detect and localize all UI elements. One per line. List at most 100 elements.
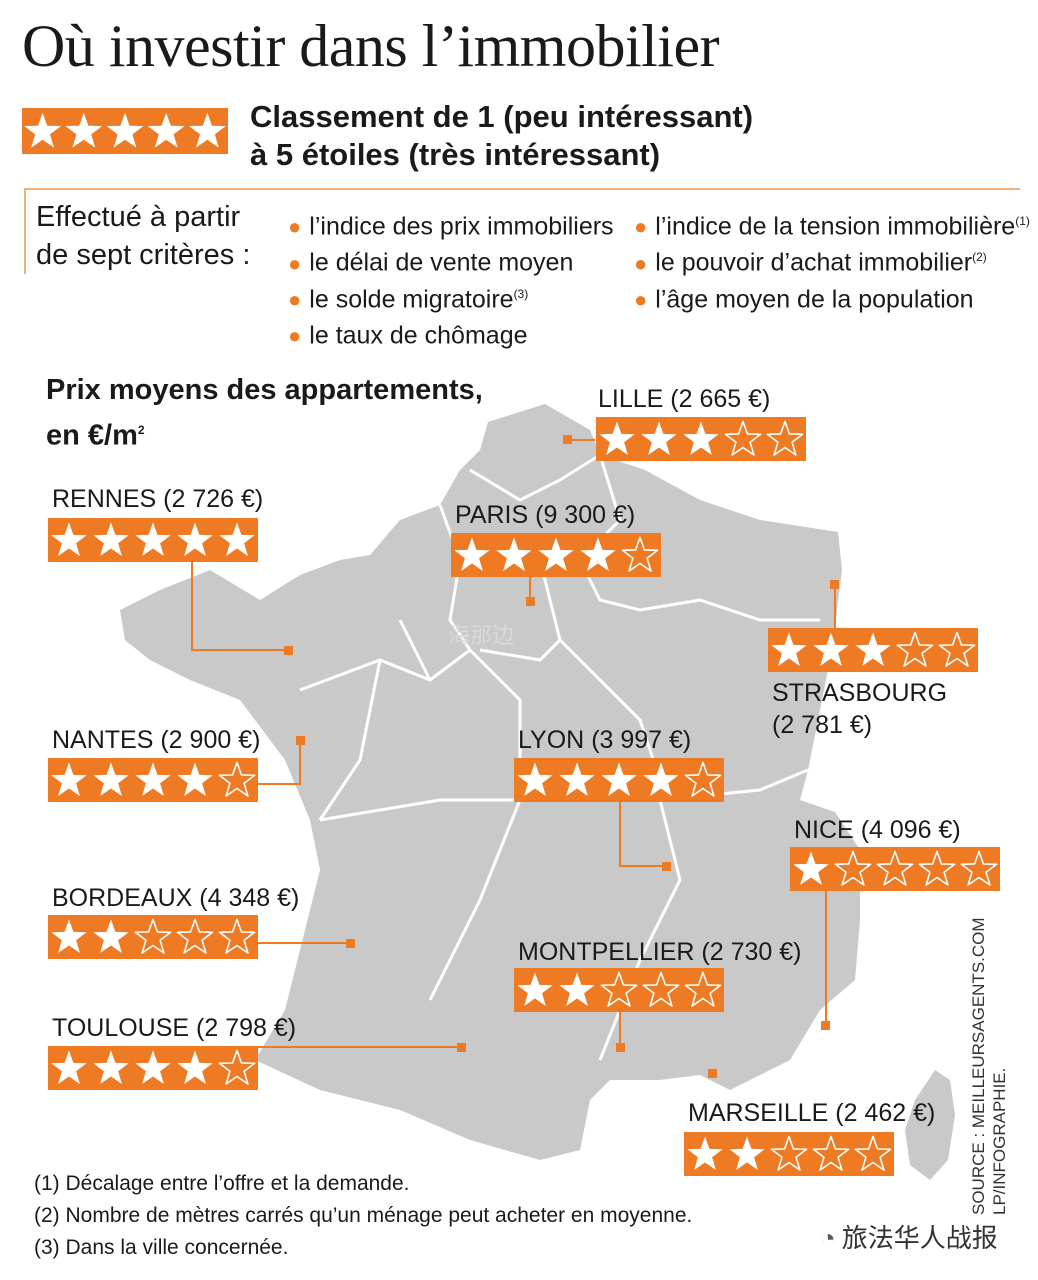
city-label-lyon: LYON (3 997 €) — [518, 726, 692, 754]
wechat-watermark: ◔ 旅法华人战报 — [820, 1223, 998, 1253]
marker-lyon — [662, 862, 671, 871]
star-filled-icon — [93, 919, 129, 953]
star-filled-icon — [454, 537, 490, 571]
rating-rennes — [48, 518, 258, 562]
criteria-item: ● l’indice des prix immobiliers — [288, 212, 614, 241]
criteria-item: ● le solde migratoire(3) — [288, 284, 529, 313]
marker-montpellier — [616, 1043, 625, 1052]
rating-strasbourg — [768, 628, 978, 672]
star-filled-icon — [517, 762, 553, 796]
star-filled-icon — [729, 1136, 765, 1170]
rating-paris — [451, 533, 661, 577]
star-empty-icon — [642, 971, 680, 1007]
source-credit: SOURCE : MEILLEURSAGENTS.COM LP/INFOGRAP… — [968, 917, 1010, 1215]
criteria-item: ● l’indice de la tension immobilière(1) — [634, 212, 1030, 241]
star-filled-icon — [601, 762, 637, 796]
rating-nice — [790, 847, 1000, 891]
star-filled-icon — [24, 112, 61, 148]
connector-nantes — [258, 740, 301, 785]
star-filled-icon — [51, 919, 87, 953]
rating-bordeaux — [48, 915, 258, 959]
star-filled-icon — [93, 762, 129, 796]
star-filled-icon — [177, 1050, 213, 1084]
price-heading-line-2: en €/m2 — [46, 419, 145, 452]
city-label-toulouse: TOULOUSE (2 798 €) — [52, 1014, 297, 1042]
city-label-lille: LILLE (2 665 €) — [598, 385, 771, 413]
marker-bordeaux — [346, 939, 355, 948]
connector-rennes — [191, 560, 288, 651]
bullet-icon: ● — [634, 214, 648, 240]
star-rating — [454, 536, 659, 572]
star-empty-icon — [218, 1049, 256, 1085]
star-filled-icon — [538, 537, 574, 571]
bullet-icon: ● — [288, 286, 302, 312]
marker-paris — [526, 597, 535, 606]
footnote-2: (2) Nombre de mètres carrés qu’un ménage… — [34, 1204, 693, 1227]
star-filled-icon — [559, 762, 595, 796]
star-filled-icon — [517, 972, 553, 1006]
star-empty-icon — [876, 850, 914, 886]
map-watermark: 海那边 — [448, 623, 515, 648]
criteria-intro: Effectué à partir de sept critères : — [36, 198, 250, 274]
star-empty-icon — [896, 631, 934, 667]
star-empty-icon — [960, 850, 998, 886]
bullet-icon: ● — [634, 286, 648, 312]
rating-lille — [596, 417, 806, 461]
connector-lyon — [619, 800, 666, 867]
star-filled-icon — [496, 537, 532, 571]
star-rating — [517, 761, 722, 797]
star-rating — [793, 850, 998, 886]
marker-toulouse — [457, 1043, 466, 1052]
star-filled-icon — [219, 522, 255, 556]
bullet-icon: ● — [288, 250, 302, 276]
marker-strasbourg — [830, 580, 839, 589]
page-title: Où investir dans l’immobilier — [22, 13, 720, 79]
star-empty-icon — [684, 761, 722, 797]
city-label-marseille: MARSEILLE (2 462 €) — [688, 1099, 936, 1127]
star-filled-icon — [177, 762, 213, 796]
criteria-intro-line-2: de sept critères : — [36, 239, 251, 271]
footnote-3: (3) Dans la ville concernée. — [34, 1236, 289, 1259]
star-filled-icon — [855, 632, 891, 666]
bullet-icon: ● — [288, 323, 302, 349]
legend-stars — [24, 112, 226, 148]
star-rating — [687, 1135, 892, 1171]
criteria-item: ● le délai de vente moyen — [288, 248, 574, 277]
rating-lyon — [514, 758, 724, 802]
criteria-item: ● le pouvoir d’achat immobilier(2) — [634, 248, 987, 277]
star-empty-icon — [218, 761, 256, 797]
star-filled-icon — [641, 421, 677, 455]
chat-icon: ◔ — [820, 1223, 836, 1253]
marker-nantes — [296, 736, 305, 745]
city-label-strasbourg: STRASBOURG (2 781 €) — [772, 679, 948, 739]
star-filled-icon — [147, 112, 185, 148]
criteria-item: ● l’âge moyen de la population — [634, 284, 974, 313]
star-empty-icon — [918, 850, 956, 886]
rating-toulouse — [48, 1046, 258, 1090]
star-empty-icon — [724, 420, 762, 456]
marker-lille — [563, 435, 572, 444]
criteria-divider-vertical — [24, 188, 26, 274]
star-filled-icon — [106, 112, 144, 148]
star-rating — [51, 522, 255, 556]
criteria-item: ● le taux de chômage — [288, 321, 528, 350]
star-rating — [51, 918, 256, 954]
star-empty-icon — [600, 971, 638, 1007]
city-markers — [284, 435, 839, 1078]
star-filled-icon — [93, 1050, 129, 1084]
star-rating — [517, 971, 722, 1007]
city-label-nantes: NANTES (2 900 €) — [52, 726, 261, 754]
star-filled-icon — [51, 762, 87, 796]
star-filled-icon — [51, 522, 87, 556]
star-filled-icon — [813, 632, 849, 666]
bullet-icon: ● — [288, 214, 302, 240]
star-filled-icon — [51, 1050, 87, 1084]
star-rating — [51, 1049, 256, 1085]
star-filled-icon — [135, 522, 171, 556]
star-filled-icon — [559, 972, 595, 1006]
star-filled-icon — [687, 1136, 723, 1170]
star-filled-icon — [580, 537, 616, 571]
source-line-2: LP/INFOGRAPHIE. — [990, 1067, 1009, 1215]
legend-text: Classement de 1 (peu intéressant) à 5 ét… — [250, 98, 753, 174]
label-connectors — [191, 439, 836, 1048]
